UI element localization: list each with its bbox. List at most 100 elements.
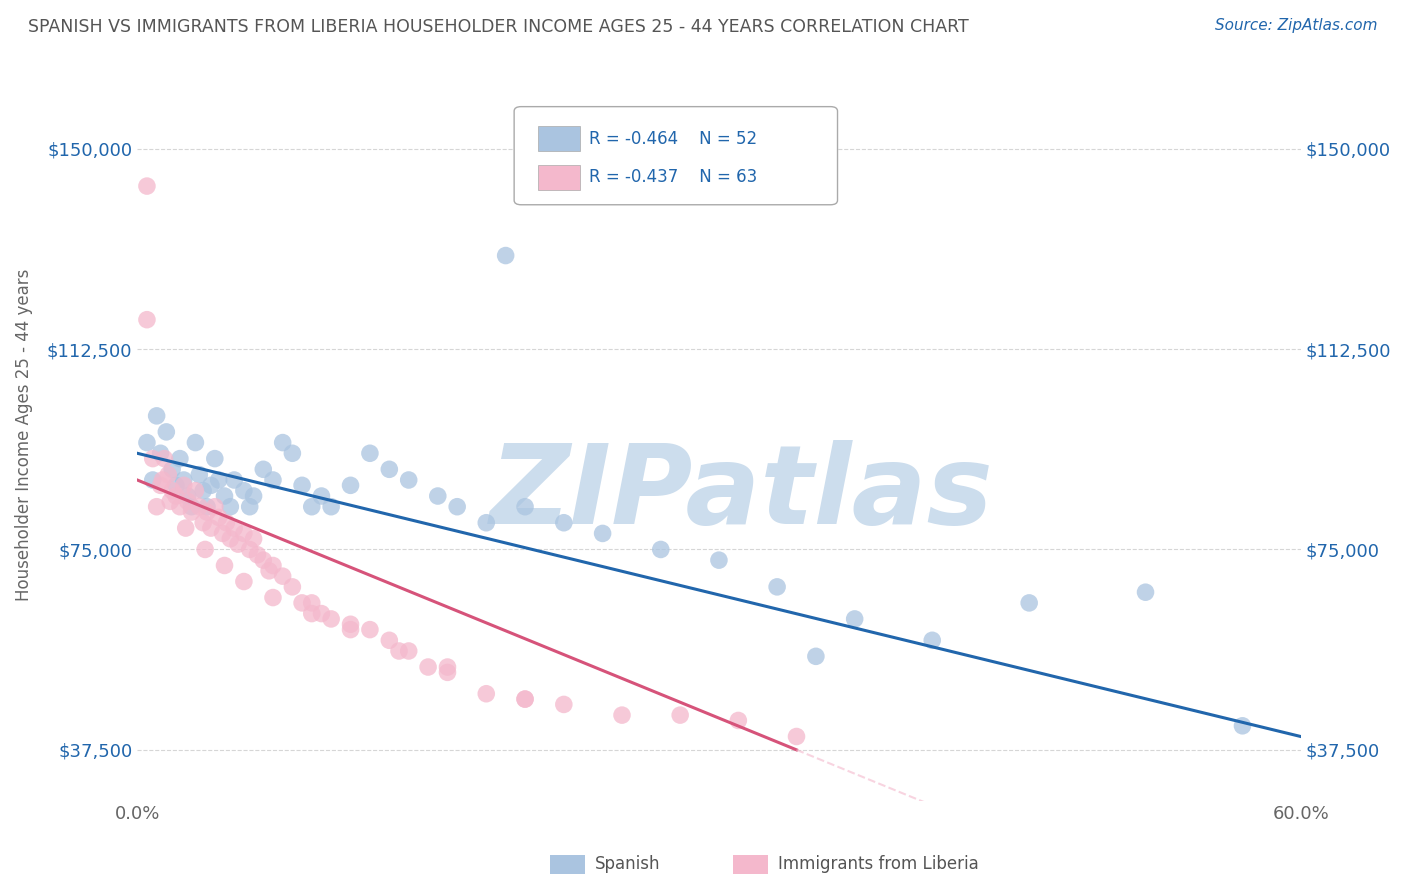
Point xyxy=(211,526,233,541)
Point xyxy=(239,542,262,557)
Point xyxy=(246,548,269,562)
Text: R = -0.464    N = 52: R = -0.464 N = 52 xyxy=(589,129,756,148)
Point xyxy=(149,478,172,492)
Point xyxy=(727,714,749,728)
Point xyxy=(219,500,242,514)
Point xyxy=(262,591,284,605)
Point xyxy=(1018,596,1040,610)
Point xyxy=(650,542,672,557)
Point xyxy=(378,633,401,648)
Point xyxy=(359,623,381,637)
Point xyxy=(195,505,218,519)
Point xyxy=(195,500,218,514)
Point xyxy=(252,553,274,567)
Point xyxy=(145,500,167,514)
Point xyxy=(495,248,517,262)
Point xyxy=(257,564,280,578)
Point xyxy=(149,446,172,460)
Point xyxy=(321,500,343,514)
Point xyxy=(200,478,222,492)
Point xyxy=(152,473,174,487)
Point xyxy=(707,553,730,567)
Point xyxy=(160,483,183,498)
Point xyxy=(398,473,420,487)
Point xyxy=(153,451,176,466)
Point xyxy=(145,409,167,423)
Point xyxy=(446,500,468,514)
Point xyxy=(174,521,197,535)
Point xyxy=(180,505,202,519)
Point xyxy=(426,489,449,503)
Point xyxy=(155,425,177,439)
Point xyxy=(232,526,254,541)
Point xyxy=(165,489,187,503)
Point xyxy=(669,708,692,723)
Point xyxy=(339,617,361,632)
Point xyxy=(301,607,323,621)
Point xyxy=(252,462,274,476)
Point xyxy=(271,435,294,450)
Point xyxy=(173,473,195,487)
Point xyxy=(142,473,165,487)
Point xyxy=(214,489,236,503)
Text: Source: ZipAtlas.com: Source: ZipAtlas.com xyxy=(1215,18,1378,33)
Point xyxy=(194,542,217,557)
Point xyxy=(766,580,789,594)
Text: SPANISH VS IMMIGRANTS FROM LIBERIA HOUSEHOLDER INCOME AGES 25 - 44 YEARS CORRELA: SPANISH VS IMMIGRANTS FROM LIBERIA HOUSE… xyxy=(28,18,969,36)
Point xyxy=(184,483,207,498)
Point xyxy=(239,500,262,514)
Point xyxy=(553,516,575,530)
Point xyxy=(301,596,323,610)
Point xyxy=(159,494,181,508)
Point xyxy=(136,435,159,450)
Point xyxy=(513,500,536,514)
Point xyxy=(388,644,411,658)
Point xyxy=(553,698,575,712)
Point xyxy=(136,312,159,326)
Point xyxy=(262,558,284,573)
Point xyxy=(226,537,249,551)
Point xyxy=(311,489,333,503)
Point xyxy=(176,494,198,508)
Text: Spanish: Spanish xyxy=(595,855,661,873)
Point xyxy=(301,500,323,514)
Point xyxy=(136,179,159,194)
Point xyxy=(271,569,294,583)
Point xyxy=(193,483,215,498)
Point xyxy=(188,500,211,514)
Point xyxy=(232,483,254,498)
Text: Immigrants from Liberia: Immigrants from Liberia xyxy=(778,855,979,873)
Point xyxy=(200,521,222,535)
Point xyxy=(804,649,827,664)
Point xyxy=(160,462,183,476)
Point xyxy=(188,467,211,482)
Point xyxy=(169,500,191,514)
Point xyxy=(339,478,361,492)
Point xyxy=(142,451,165,466)
Point xyxy=(232,574,254,589)
Point xyxy=(475,516,498,530)
Text: R = -0.437    N = 63: R = -0.437 N = 63 xyxy=(589,168,756,186)
Point xyxy=(513,692,536,706)
Point xyxy=(786,730,808,744)
Point xyxy=(242,489,264,503)
Point xyxy=(204,451,226,466)
Point xyxy=(262,473,284,487)
Point xyxy=(165,478,187,492)
Point xyxy=(208,510,231,524)
Point xyxy=(436,660,458,674)
Point xyxy=(398,644,420,658)
Point xyxy=(215,516,238,530)
Point xyxy=(291,596,314,610)
Point xyxy=(921,633,943,648)
Point xyxy=(180,500,202,514)
Point xyxy=(242,532,264,546)
Point xyxy=(513,692,536,706)
Y-axis label: Householder Income Ages 25 - 44 years: Householder Income Ages 25 - 44 years xyxy=(15,268,32,600)
Point xyxy=(1135,585,1157,599)
Point xyxy=(281,446,304,460)
Point xyxy=(436,665,458,680)
Point xyxy=(311,607,333,621)
Point xyxy=(169,451,191,466)
Point xyxy=(592,526,614,541)
